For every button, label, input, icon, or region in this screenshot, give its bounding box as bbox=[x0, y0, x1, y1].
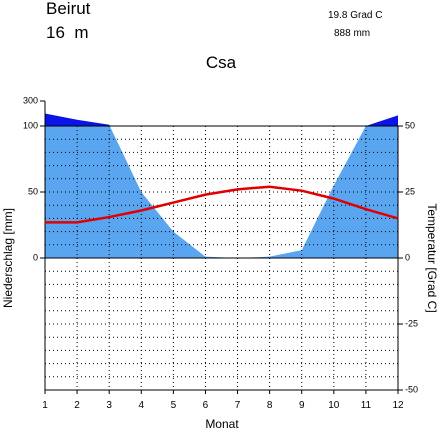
station: Beirut bbox=[46, 0, 91, 18]
y-tick-label: 0 bbox=[33, 252, 38, 262]
x-tick-label: 2 bbox=[74, 400, 80, 411]
x-tick-label: 10 bbox=[328, 400, 340, 411]
y-tick-label: 300 bbox=[23, 95, 38, 105]
x-label: Monat bbox=[205, 417, 239, 430]
y2-label: Temperatur [Grad C] bbox=[425, 203, 439, 312]
x-tick-label: 4 bbox=[138, 400, 144, 411]
x-tick-label: 8 bbox=[267, 400, 273, 411]
elevation: 16 m bbox=[46, 23, 89, 42]
y-tick-label: 100 bbox=[23, 120, 38, 130]
annual-precipitation: 888 mm bbox=[334, 28, 370, 39]
x-tick-label: 12 bbox=[392, 400, 404, 411]
x-tick-label: 9 bbox=[299, 400, 305, 411]
y-label: Niederschlag [mm] bbox=[1, 208, 15, 308]
y2-tick-label: 25 bbox=[405, 186, 415, 196]
y2-tick-label: -50 bbox=[405, 384, 418, 394]
y2-tick-label: 0 bbox=[405, 252, 410, 262]
precipitation-area bbox=[45, 126, 398, 258]
x-tick-label: 7 bbox=[235, 400, 241, 411]
y-tick-label: 50 bbox=[28, 186, 38, 196]
x-tick-label: 5 bbox=[171, 400, 177, 411]
precipitation-excess-area bbox=[45, 113, 398, 126]
x-tick-label: 11 bbox=[361, 400, 372, 411]
y2-tick-label: 50 bbox=[405, 120, 415, 130]
x-tick-label: 3 bbox=[106, 400, 112, 411]
x-tick-label: 6 bbox=[203, 400, 209, 411]
y2-tick-label: -25 bbox=[405, 318, 418, 328]
climate-class: Csa bbox=[206, 53, 237, 72]
annual-temperature: 19.8 Grad C bbox=[328, 10, 382, 21]
x-tick-label: 1 bbox=[42, 400, 48, 411]
temperature-line bbox=[45, 185, 399, 224]
